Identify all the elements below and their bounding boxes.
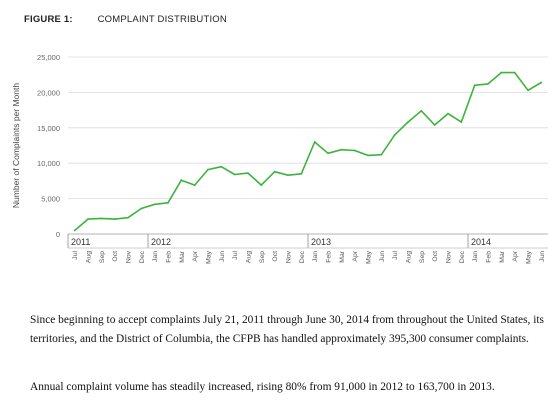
x-tick-label: Jun bbox=[219, 251, 226, 262]
data-point bbox=[460, 121, 463, 124]
x-tick-label: Dec bbox=[459, 250, 466, 263]
data-point bbox=[73, 229, 76, 232]
data-point bbox=[153, 203, 156, 206]
x-tick-label: Mar bbox=[499, 250, 506, 262]
year-label-2014: 2014 bbox=[471, 237, 491, 247]
data-point bbox=[127, 216, 129, 219]
x-tick-label: May bbox=[206, 250, 213, 263]
x-tick-label: Oct bbox=[112, 251, 119, 262]
x-tick-label: Dec bbox=[299, 250, 306, 263]
y-tick-label: 20,000 bbox=[37, 88, 60, 97]
x-tick-label: Sep bbox=[259, 251, 266, 263]
x-tick-label: Jun bbox=[539, 251, 546, 262]
data-point bbox=[273, 170, 276, 173]
x-tick-label: Aug bbox=[406, 251, 413, 263]
data-point bbox=[513, 71, 516, 74]
x-tick-label: May bbox=[526, 250, 533, 263]
series-line bbox=[74, 71, 542, 232]
x-tick-label: Jul bbox=[72, 251, 79, 260]
data-point bbox=[260, 184, 263, 187]
x-tick-label: May bbox=[366, 250, 373, 263]
x-tick-label: Sep bbox=[419, 251, 426, 263]
data-point bbox=[140, 207, 143, 210]
year-label-2013: 2013 bbox=[311, 237, 331, 247]
x-tick-label: Jan bbox=[152, 251, 159, 262]
data-point bbox=[287, 174, 289, 177]
figure-label: FIGURE 1: bbox=[24, 14, 73, 25]
data-point bbox=[540, 81, 543, 84]
data-point bbox=[353, 149, 356, 152]
data-point bbox=[167, 201, 169, 204]
data-point bbox=[500, 71, 503, 74]
data-point bbox=[247, 172, 249, 175]
data-point bbox=[300, 172, 303, 175]
x-tick-label: Feb bbox=[326, 251, 333, 263]
data-point bbox=[340, 148, 343, 151]
x-tick-label: Oct bbox=[432, 251, 439, 262]
data-point bbox=[180, 179, 183, 182]
data-point bbox=[473, 84, 476, 87]
x-tick-label: Feb bbox=[486, 251, 493, 263]
y-axis-title: Number of Complaints per Month bbox=[11, 83, 21, 208]
data-point bbox=[433, 124, 436, 126]
data-point bbox=[447, 112, 449, 115]
y-tick-label: 5,000 bbox=[41, 195, 60, 204]
y-tick-label: 0 bbox=[56, 230, 60, 239]
x-tick-label: Mar bbox=[339, 250, 346, 262]
figure-header: FIGURE 1: COMPLAINT DISTRIBUTION bbox=[24, 14, 227, 25]
x-tick-label: Nov bbox=[126, 250, 133, 263]
y-tick-label: 25,000 bbox=[37, 53, 60, 62]
complaint-line-chart: 0 5,000 10,000 15,000 20,000 25,000 Number of … bbox=[11, 53, 548, 264]
x-tick-label: Jun bbox=[379, 251, 386, 262]
x-tick-label: Jan bbox=[472, 251, 479, 262]
data-point bbox=[420, 109, 423, 112]
data-point bbox=[220, 165, 223, 168]
year-label-2012: 2012 bbox=[151, 237, 171, 247]
data-point bbox=[393, 133, 396, 136]
x-tick-label: Apr bbox=[192, 250, 199, 261]
x-tick-label: Nov bbox=[446, 250, 453, 263]
data-point bbox=[367, 154, 369, 157]
x-tick-label: Aug bbox=[246, 251, 253, 263]
summary-paragraph: Since beginning to accept complaints Jul… bbox=[30, 314, 544, 346]
x-tick-label: Oct bbox=[272, 251, 279, 262]
data-point bbox=[327, 152, 329, 155]
figure-title: COMPLAINT DISTRIBUTION bbox=[97, 14, 227, 25]
x-tick-label: Sep bbox=[99, 251, 106, 263]
annual-volume-paragraph: Annual complaint volume has steadily inc… bbox=[30, 381, 495, 394]
year-label-2011: 2011 bbox=[71, 237, 90, 247]
data-point bbox=[207, 168, 209, 171]
data-point bbox=[113, 218, 116, 221]
data-point bbox=[407, 121, 409, 124]
data-point bbox=[87, 218, 89, 221]
data-point bbox=[527, 89, 529, 92]
data-point bbox=[380, 153, 383, 156]
x-tick-label: Mar bbox=[179, 250, 186, 262]
x-tick-label: Apr bbox=[512, 250, 519, 261]
x-tick-label: Aug bbox=[86, 251, 93, 263]
x-tick-label: Jul bbox=[232, 251, 239, 260]
x-tick-label: Jul bbox=[392, 251, 399, 260]
x-tick-label: Apr bbox=[352, 250, 359, 261]
x-tick-label: Jan bbox=[312, 251, 319, 262]
x-tick-label: Nov bbox=[286, 250, 293, 263]
y-tick-label: 10,000 bbox=[37, 159, 60, 168]
data-point bbox=[487, 83, 489, 85]
x-tick-label: Dec bbox=[139, 250, 146, 263]
data-point bbox=[313, 141, 316, 143]
x-tick-label: Feb bbox=[166, 251, 173, 263]
data-point bbox=[233, 173, 236, 176]
data-point bbox=[193, 184, 196, 187]
data-point bbox=[100, 217, 103, 220]
y-tick-label: 15,000 bbox=[37, 124, 60, 133]
